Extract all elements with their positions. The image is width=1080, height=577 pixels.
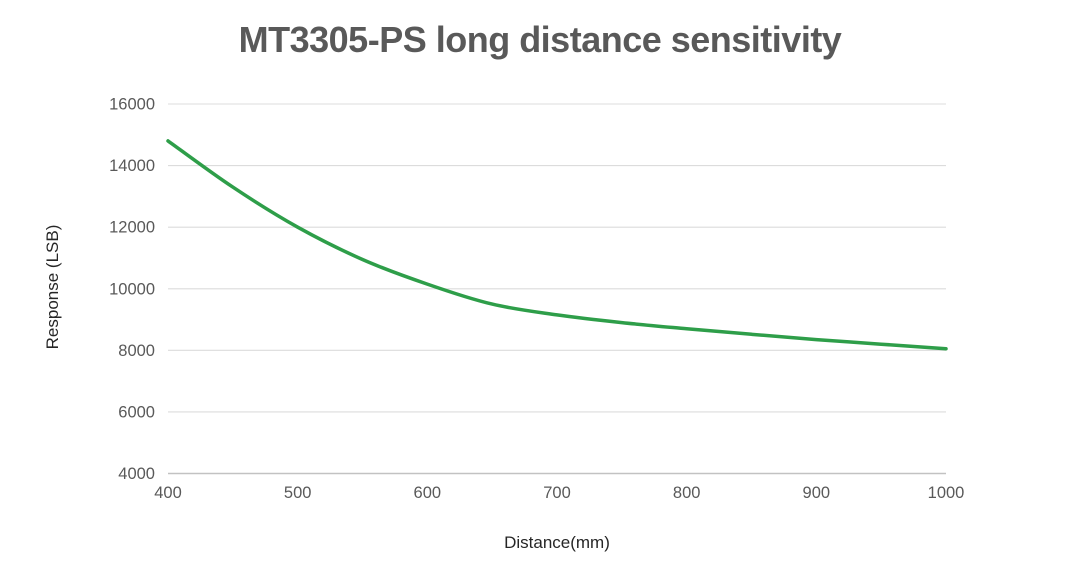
y-axis-title: Response (LSB) xyxy=(43,224,62,350)
x-tick-label: 500 xyxy=(284,484,312,502)
x-tick-label: 1000 xyxy=(928,484,965,502)
y-tick-label: 10000 xyxy=(109,280,155,298)
x-axis-title: Distance(mm) xyxy=(504,533,610,552)
y-tick-label: 4000 xyxy=(118,465,155,483)
x-tick-label: 800 xyxy=(673,484,701,502)
y-tick-label: 8000 xyxy=(118,342,155,360)
x-tick-label: 900 xyxy=(803,484,831,502)
x-tick-label: 600 xyxy=(414,484,442,502)
y-tick-label: 6000 xyxy=(118,403,155,421)
y-tick-label: 14000 xyxy=(109,157,155,175)
y-tick-label: 16000 xyxy=(109,96,155,114)
chart-title: MT3305-PS long distance sensitivity xyxy=(238,19,842,60)
series-line xyxy=(166,139,948,351)
x-tick-label: 400 xyxy=(154,484,182,502)
y-tick-label: 12000 xyxy=(109,219,155,237)
x-tick-label: 700 xyxy=(543,484,571,502)
